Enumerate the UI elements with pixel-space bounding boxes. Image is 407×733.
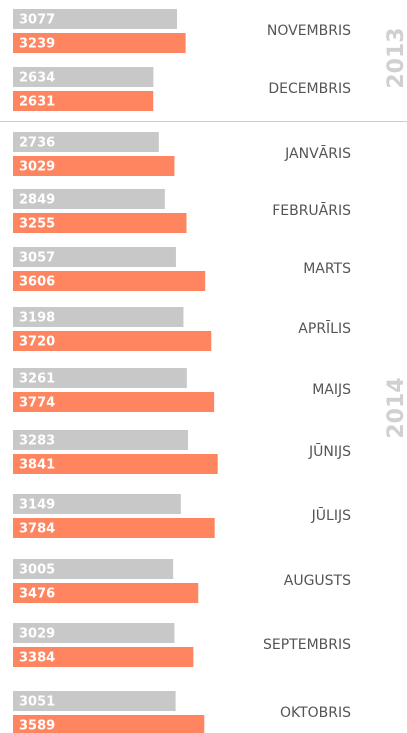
bar <box>13 559 174 579</box>
category-label: OKTOBRIS <box>280 705 351 721</box>
value-label: 2736 <box>19 136 55 151</box>
value-label: 3149 <box>19 498 55 513</box>
value-label: 3841 <box>19 458 55 473</box>
category-label: DECEMBRIS <box>268 81 351 97</box>
bar <box>13 132 159 152</box>
value-label: 3005 <box>19 563 55 578</box>
value-label: 3589 <box>19 719 55 733</box>
value-label: 3029 <box>19 627 55 642</box>
category-label: JŪLIJS <box>311 507 351 524</box>
category-label: APRĪLIS <box>298 320 351 337</box>
bar <box>13 518 215 538</box>
bar <box>13 691 176 711</box>
bar <box>13 583 199 603</box>
category-label: FEBRUĀRIS <box>272 202 351 219</box>
bar <box>13 430 188 450</box>
value-label: 3051 <box>19 695 55 710</box>
value-label: 3057 <box>19 251 55 266</box>
category-label: JANVĀRIS <box>284 145 351 162</box>
bar <box>13 9 178 29</box>
year-label: 2013 <box>384 27 407 88</box>
value-label: 3384 <box>19 651 55 666</box>
value-label: 3198 <box>19 311 55 326</box>
year-label: 2014 <box>384 377 407 438</box>
bar <box>13 715 205 733</box>
bar <box>13 392 215 412</box>
bar <box>13 494 181 514</box>
value-label: 3261 <box>19 372 55 387</box>
bar <box>13 307 184 327</box>
value-label: 3077 <box>19 13 55 28</box>
bar <box>13 623 175 643</box>
value-label: 2634 <box>19 71 55 86</box>
value-label: 3774 <box>19 396 55 411</box>
bar <box>13 331 212 351</box>
value-label: 3606 <box>19 275 55 290</box>
value-label: 3720 <box>19 335 55 350</box>
bar <box>13 33 186 53</box>
bar <box>13 271 206 291</box>
category-label: JŪNIJS <box>308 443 351 460</box>
bar <box>13 213 187 233</box>
bar <box>13 368 187 388</box>
value-label: 3784 <box>19 522 55 537</box>
category-label: MARTS <box>303 261 351 277</box>
value-label: 3255 <box>19 217 55 232</box>
value-label: 3476 <box>19 587 55 602</box>
bar <box>13 189 165 209</box>
category-label: AUGUSTS <box>284 573 351 589</box>
value-label: 3239 <box>19 37 55 52</box>
value-label: 3029 <box>19 160 55 175</box>
category-label: SEPTEMBRIS <box>263 637 351 653</box>
bar <box>13 67 154 87</box>
category-label: NOVEMBRIS <box>267 23 351 39</box>
bar <box>13 156 175 176</box>
bar <box>13 91 154 111</box>
bar <box>13 647 194 667</box>
value-label: 2631 <box>19 95 55 110</box>
bar <box>13 247 176 267</box>
value-label: 3283 <box>19 434 55 449</box>
value-label: 2849 <box>19 193 55 208</box>
bar <box>13 454 218 474</box>
category-label: MAIJS <box>312 382 351 398</box>
